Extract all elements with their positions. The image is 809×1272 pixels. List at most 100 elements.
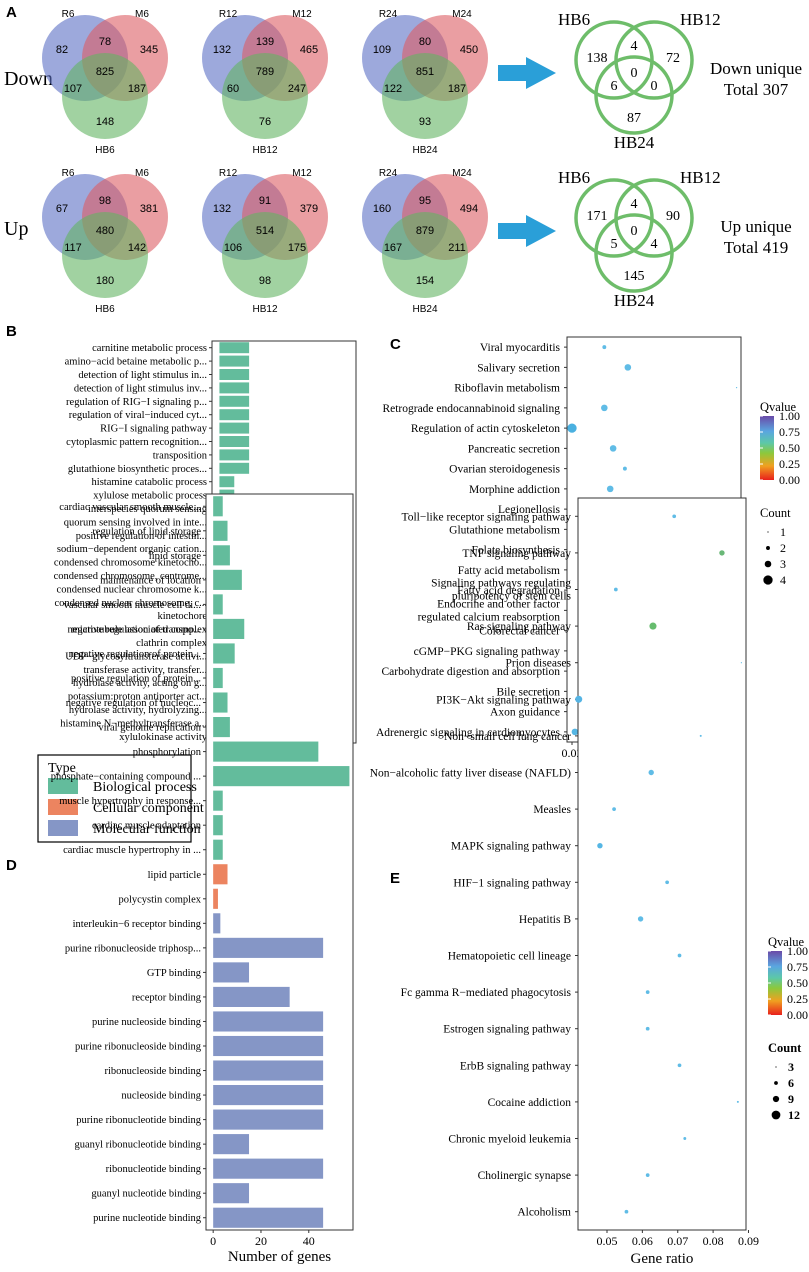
y-tick-label: phosphate−containing compound ... [51, 772, 201, 783]
dot-4 [740, 662, 743, 664]
bar-3 [213, 569, 242, 590]
colorbar-tick-label: 0.75 [787, 960, 808, 974]
bar-5 [219, 409, 250, 421]
y-tick-label: purine ribonucleoside triphosp... [65, 943, 201, 954]
venn-value-c: 98 [259, 275, 271, 287]
bar-7 [213, 667, 223, 689]
venn-value-abc: 851 [416, 66, 434, 78]
dot-3 [649, 622, 657, 630]
venn-label-a: R6 [62, 168, 75, 179]
y-tick-label: carnitine metabolic process [92, 343, 207, 354]
unique-venn-u-up: HB6 HB12 HB24 171 4 90 05 4 145 Up unique Total 41… [558, 168, 792, 310]
y-tick-label: ribonucleotide binding [106, 1164, 202, 1175]
bar-9 [213, 717, 230, 738]
dot-6 [699, 734, 702, 737]
y-tick-label: cardiac muscle adaptation [92, 821, 202, 832]
venn-value-a: 160 [373, 203, 391, 215]
venn-circle-c [382, 212, 468, 298]
venn-circle-c [62, 212, 148, 298]
unique-value-ac: 6 [611, 79, 618, 94]
venn-value-ac: 106 [224, 242, 242, 254]
y-tick-label: cardiac vascular smooth muscle... [59, 502, 201, 513]
unique-value-b: 90 [666, 209, 680, 224]
unique-value-ac: 5 [611, 237, 618, 252]
venn-value-abc: 789 [256, 66, 274, 78]
venn-value-b: 381 [140, 203, 158, 215]
venn-label-a: R6 [62, 9, 75, 20]
y-tick-label: condensed chromosome, centrome... [54, 571, 207, 582]
size-legend-dot-0 [775, 1066, 777, 1068]
venn-value-a: 82 [56, 44, 68, 56]
panel-e-label: E [390, 870, 400, 887]
unique-label-a: HB6 [558, 168, 590, 187]
bar-24 [213, 1085, 324, 1106]
size-legend-dot-2 [764, 560, 772, 568]
y-tick-label: UDP−glycosyltransferase activi... [65, 651, 207, 662]
dot-11 [637, 916, 644, 922]
dot-7 [606, 485, 614, 493]
y-tick-label: positive regulation of protein... [71, 674, 201, 685]
venn-value-abc: 879 [416, 225, 434, 237]
y-tick-label: regulation of RIG−I signaling p... [66, 397, 207, 408]
venn-value-ac: 167 [384, 242, 402, 254]
y-tick-label: Ovarian steroidogenesis [449, 464, 560, 476]
y-tick-label: lipid particle [148, 870, 202, 881]
y-tick-label: Prion diseases [506, 658, 572, 670]
colorbar-tick-label: 1.00 [787, 944, 808, 958]
y-tick-label: amino−acid betaine metabolic p... [65, 357, 207, 368]
dot-1 [624, 364, 632, 371]
venn-label-c: HB6 [95, 304, 115, 315]
row-label-down: Down [4, 68, 53, 90]
y-tick-label: Non−small cell lung cancer [444, 731, 571, 743]
y-tick-label: condensed nuclear chromosome, c... [55, 598, 208, 609]
unique-value-ab: 4 [631, 39, 638, 54]
bar-1 [213, 520, 228, 541]
unique-caption-2: Total 419 [724, 238, 788, 257]
venn-label-a: R12 [219, 9, 238, 20]
unique-caption-1: Down unique [710, 59, 802, 78]
venn-value-b: 379 [300, 203, 318, 215]
legend-title: Type [48, 761, 76, 776]
unique-label-c: HB24 [614, 133, 655, 152]
bar-25 [213, 1109, 324, 1130]
x-tick-label: 0.05 [597, 1234, 618, 1248]
bar-14 [213, 839, 223, 860]
bar-27 [213, 1158, 324, 1179]
venn-v-up-24: R24 M24 HB24 160 95 494 879 167 211 154 [362, 168, 488, 315]
unique-label-c: HB24 [614, 291, 655, 310]
bar-0 [213, 496, 223, 517]
y-tick-label: sodium−dependent organic cation... [57, 544, 207, 555]
venn-value-bc: 175 [288, 242, 306, 254]
y-tick-label: Measles [533, 804, 571, 816]
dot-19 [624, 1209, 629, 1214]
x-axis-title: Number of genes [228, 1249, 331, 1265]
venn-value-ab: 139 [256, 36, 274, 48]
venn-v-down-12: R12 M12 HB12 132 139 465 789 60 247 76 [202, 9, 328, 156]
y-tick-label: Chronic myeloid leukemia [448, 1134, 571, 1146]
dot-16 [736, 1100, 739, 1103]
y-tick-label: Hematopoietic cell lineage [448, 951, 571, 963]
venn-v-down-24: R24 M24 HB24 109 80 450 851 122 187 93 [362, 9, 488, 156]
x-tick-label: 0.06 [632, 1234, 653, 1248]
venn-label-a: R12 [219, 168, 238, 179]
bar-3 [219, 382, 250, 394]
x-tick-label: 0.07 [667, 1234, 688, 1248]
venn-value-ac: 122 [384, 83, 402, 95]
venn-value-c: 154 [416, 275, 434, 287]
colorbar-tick-label: 0.75 [779, 425, 800, 439]
venn-value-c: 93 [419, 116, 431, 128]
venn-value-a: 109 [373, 44, 391, 56]
x-tick-label: 0.02 [561, 746, 582, 760]
dot-0 [672, 514, 677, 519]
x-tick-label: 0.09 [738, 1234, 759, 1248]
bar-6 [213, 643, 235, 664]
unique-value-a: 171 [587, 209, 608, 224]
colorbar-tick-label: 0.50 [787, 976, 808, 990]
plot-frame [577, 497, 747, 1231]
y-tick-label: negative regulation of nucleoc... [66, 698, 201, 709]
y-tick-label: Viral myocarditis [480, 342, 561, 354]
y-tick-label: glutathione biosynthetic proces... [68, 464, 207, 475]
y-tick-label: guanyl ribonucleotide binding [74, 1140, 201, 1151]
y-tick-label: polycystin complex [118, 894, 201, 905]
venn-value-ab: 98 [99, 195, 111, 207]
